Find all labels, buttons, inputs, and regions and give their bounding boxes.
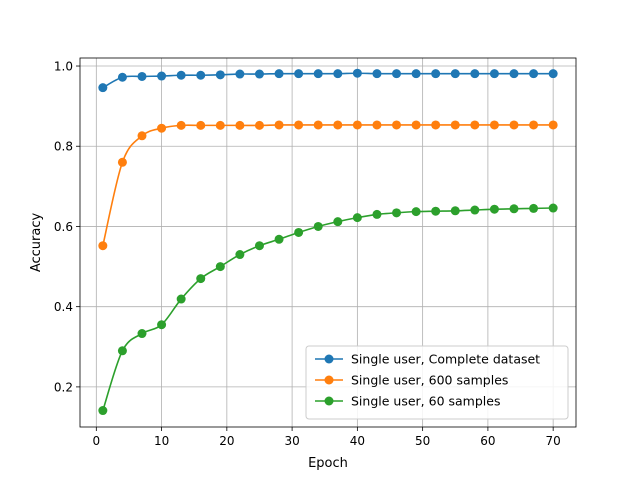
data-point [176,120,186,130]
x-tick-label: 70 [546,434,561,448]
data-point [117,157,127,167]
data-point [509,120,519,130]
data-point [98,406,108,416]
data-point [235,69,245,79]
data-point [196,274,206,284]
legend-label: Single user, 60 samples [351,394,500,409]
data-point [352,68,362,78]
data-point [431,206,441,216]
data-point [333,217,343,227]
data-point [294,69,304,79]
data-point [274,120,284,130]
legend-marker [324,396,334,406]
data-point [157,71,167,81]
legend-label: Single user, Complete dataset [351,352,540,367]
data-point [411,207,421,217]
data-point [137,71,147,81]
data-point [333,69,343,79]
legend: Single user, Complete dataset Single user… [305,345,569,420]
y-tick-label: 1.0 [54,60,73,74]
data-point [529,120,539,130]
data-point [333,120,343,130]
data-point [117,72,127,82]
data-point [489,120,499,130]
data-point [176,70,186,80]
data-point [274,234,284,244]
data-point [529,203,539,213]
data-point [548,120,558,130]
data-point [254,241,264,251]
data-point [411,120,421,130]
y-axis-label: Accuracy [29,213,44,273]
data-point [137,329,147,339]
data-point [431,120,441,130]
data-point [372,120,382,130]
data-point [509,69,519,79]
data-point [157,320,167,330]
legend-marker [324,375,334,385]
axis-ticks: 0 10 20 30 40 50 60 70 0.2 0.4 0.6 0.8 1.0 [54,60,561,448]
y-tick-label: 0.2 [54,380,73,394]
data-point [450,69,460,79]
y-tick-label: 0.8 [54,140,73,154]
data-point [352,213,362,223]
data-point [411,69,421,79]
data-point [215,262,225,272]
data-point [392,120,402,130]
data-point [372,69,382,79]
data-point [294,227,304,237]
data-point [470,69,480,79]
data-point [313,120,323,130]
data-point [196,70,206,80]
data-point [98,83,108,93]
data-point [98,241,108,251]
data-point [176,294,186,304]
x-tick-label: 30 [284,434,299,448]
x-tick-label: 0 [92,434,100,448]
data-point [294,120,304,130]
data-point [235,250,245,260]
data-point [313,221,323,231]
x-tick-label: 50 [415,434,430,448]
data-point [450,120,460,130]
data-point [254,69,264,79]
x-tick-label: 20 [219,434,234,448]
x-tick-label: 10 [154,434,169,448]
data-point [548,69,558,79]
legend-label: Single user, 600 samples [351,373,508,388]
legend-marker [324,354,334,364]
data-point [137,131,147,141]
data-point [215,120,225,130]
series-markers [98,68,558,416]
data-point [157,123,167,133]
data-point [372,209,382,219]
data-point [392,69,402,79]
legend-box [305,345,569,420]
data-point [235,120,245,130]
data-point [431,69,441,79]
data-point [470,120,480,130]
data-point [215,70,225,80]
data-point [529,69,539,79]
data-point [509,204,519,214]
data-point [274,69,284,79]
plot-frame [79,57,577,428]
data-point [470,205,480,215]
data-point [117,346,127,356]
x-tick-label: 60 [480,434,495,448]
data-point [313,69,323,79]
data-point [392,208,402,218]
x-axis-label: Epoch [308,456,348,471]
data-point [450,206,460,216]
data-point [352,120,362,130]
data-point [489,204,499,214]
x-tick-label: 40 [350,434,365,448]
data-point [548,203,558,213]
data-point [489,69,499,79]
y-tick-label: 0.4 [54,300,73,314]
y-tick-label: 0.6 [54,220,73,234]
data-point [254,120,264,130]
data-point [196,120,206,130]
